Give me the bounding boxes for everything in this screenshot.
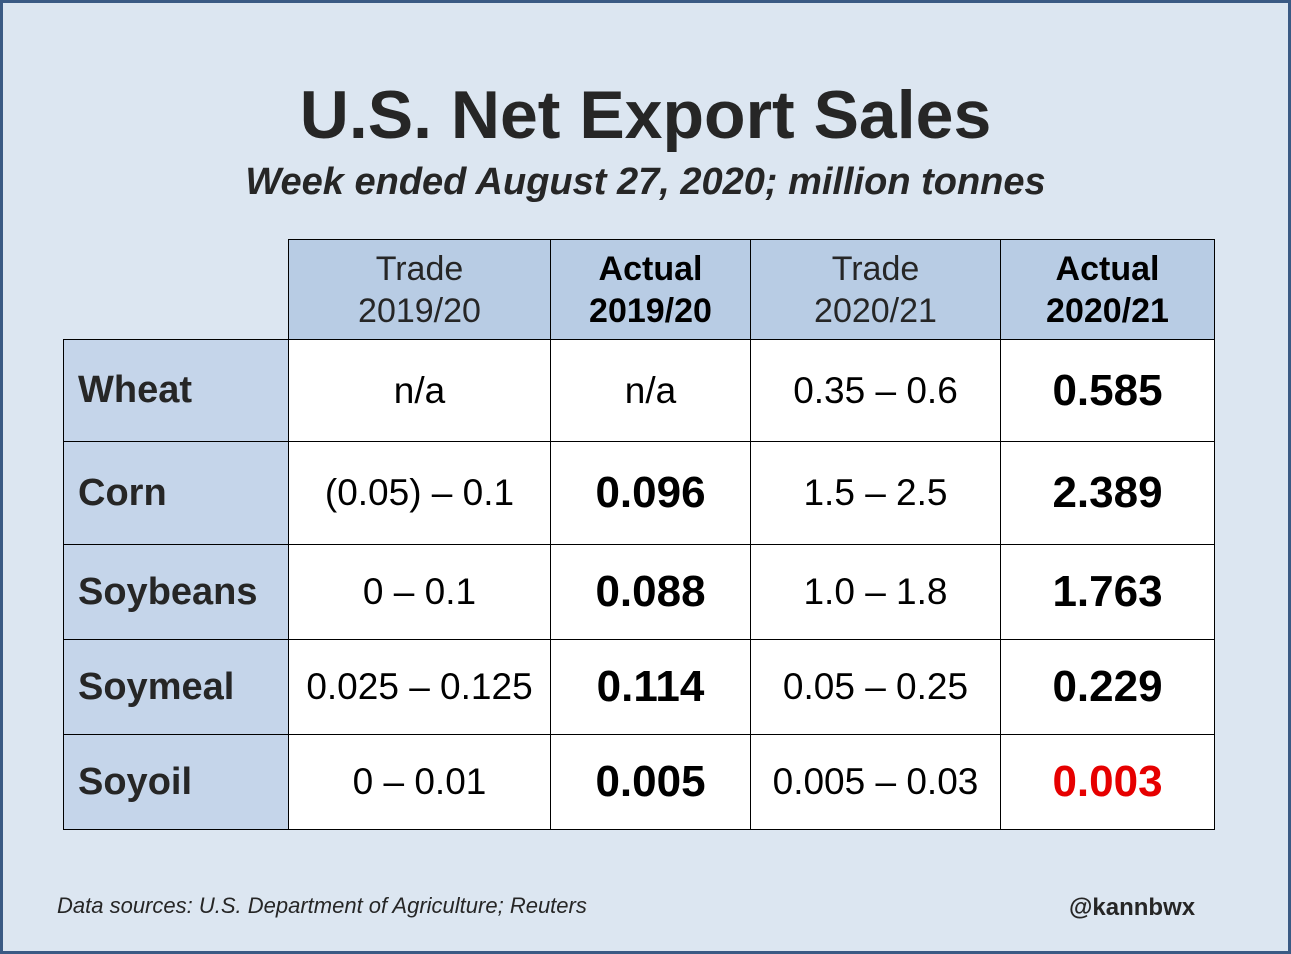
table-cell: 0 – 0.1: [288, 544, 551, 640]
column-header: Trade 2020/21: [750, 239, 1001, 340]
column-header-line1: Actual: [598, 249, 703, 288]
table-cell: 1.0 – 1.8: [750, 544, 1001, 640]
table-cell: (0.05) – 0.1: [288, 441, 551, 545]
row-label: Wheat: [63, 339, 289, 442]
table-cell: 2.389: [1000, 441, 1215, 545]
chart-subtitle: Week ended August 27, 2020; million tonn…: [245, 161, 1046, 203]
table-cell: 0.003: [1000, 734, 1215, 830]
author-handle: @kannbwx: [1069, 894, 1196, 921]
table-cell: 0 – 0.01: [288, 734, 551, 830]
column-header: Actual 2019/20: [550, 239, 751, 340]
chart-title: U.S. Net Export Sales: [299, 77, 992, 153]
column-header-line2: 2020/21: [1046, 291, 1169, 330]
column-header-line2: 2020/21: [814, 291, 937, 330]
column-header-line2: 2019/20: [589, 291, 712, 330]
column-header-line2: 2019/20: [358, 291, 481, 330]
table-cell: 0.35 – 0.6: [750, 339, 1001, 442]
table-cell: 0.088: [550, 544, 751, 640]
table-cell: 0.096: [550, 441, 751, 545]
row-label: Corn: [63, 441, 289, 545]
table-cell: 0.229: [1000, 639, 1215, 735]
row-label: Soybeans: [63, 544, 289, 640]
table-cell: 1.5 – 2.5: [750, 441, 1001, 545]
table-cell: n/a: [288, 339, 551, 442]
table-cell: n/a: [550, 339, 751, 442]
column-header: Trade 2019/20: [288, 239, 551, 340]
table-cell: 0.025 – 0.125: [288, 639, 551, 735]
column-header-line1: Trade: [375, 249, 464, 288]
table-cell: 1.763: [1000, 544, 1215, 640]
column-header: Actual 2020/21: [1000, 239, 1215, 340]
table-cell: 0.005: [550, 734, 751, 830]
row-label: Soymeal: [63, 639, 289, 735]
table-cell: 0.05 – 0.25: [750, 639, 1001, 735]
data-source-note: Data sources: U.S. Department of Agricul…: [57, 893, 587, 918]
table-cell: 0.585: [1000, 339, 1215, 442]
table-cell: 0.005 – 0.03: [750, 734, 1001, 830]
column-header-line1: Trade: [831, 249, 920, 288]
row-label: Soyoil: [63, 734, 289, 830]
column-header-line1: Actual: [1055, 249, 1160, 288]
table-cell: 0.114: [550, 639, 751, 735]
